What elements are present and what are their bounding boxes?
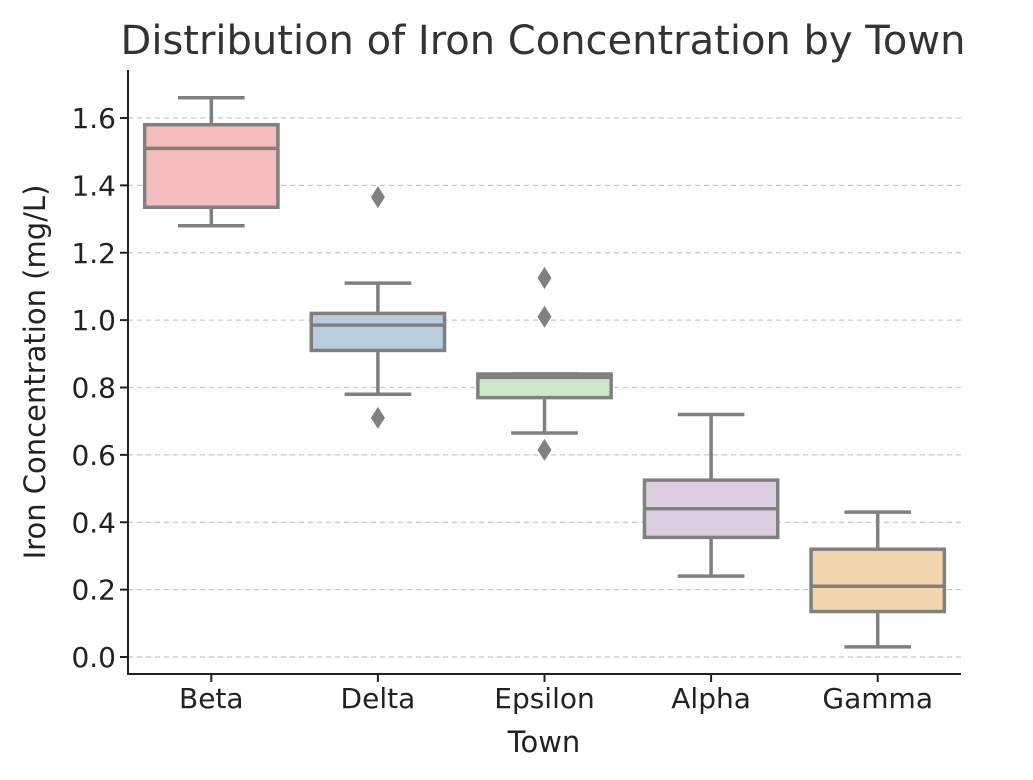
x-tick-label-alpha: Alpha [671, 682, 751, 715]
y-tick-label: 0.2 [71, 574, 116, 607]
iqr-box [309, 311, 447, 353]
y-axis-ticks: 0.0 0.2 0.4 0.6 0.8 1.0 1.2 1.4 1.6 [71, 102, 128, 674]
box-beta [142, 96, 280, 228]
y-tick-label: 1.2 [71, 237, 116, 270]
chart-title: Distribution of Iron Concentration by To… [121, 18, 966, 64]
box-series [142, 96, 947, 649]
iqr-box [476, 372, 613, 400]
x-tick-label-beta: Beta [179, 682, 244, 715]
x-axis-label: Town [507, 725, 581, 759]
iqr-box [142, 122, 280, 210]
outlier-point [370, 186, 385, 209]
x-axis-ticks: Beta Delta Epsilon Alpha Gamma [179, 674, 933, 715]
box-gamma [809, 510, 947, 649]
iqr-box [809, 547, 947, 614]
y-tick-label: 0.0 [71, 641, 116, 674]
y-tick-label: 0.4 [71, 506, 116, 539]
y-tick-label: 1.4 [71, 169, 116, 202]
box-alpha [642, 412, 780, 578]
x-tick-label-gamma: Gamma [822, 682, 933, 715]
y-tick-label: 0.6 [71, 439, 116, 472]
box-epsilon [476, 267, 613, 461]
y-axis-label: Iron Concentration (mg/L) [18, 185, 52, 560]
x-tick-label-epsilon: Epsilon [494, 682, 595, 715]
x-tick-label-delta: Delta [341, 682, 416, 715]
y-tick-label: 0.8 [71, 372, 116, 405]
y-tick-label: 1.6 [71, 102, 116, 135]
box-delta [309, 186, 447, 429]
outlier-point [537, 267, 552, 290]
outlier-point [537, 305, 552, 328]
outlier-point [370, 406, 385, 429]
outlier-point [537, 438, 552, 461]
y-tick-label: 1.0 [71, 304, 116, 337]
